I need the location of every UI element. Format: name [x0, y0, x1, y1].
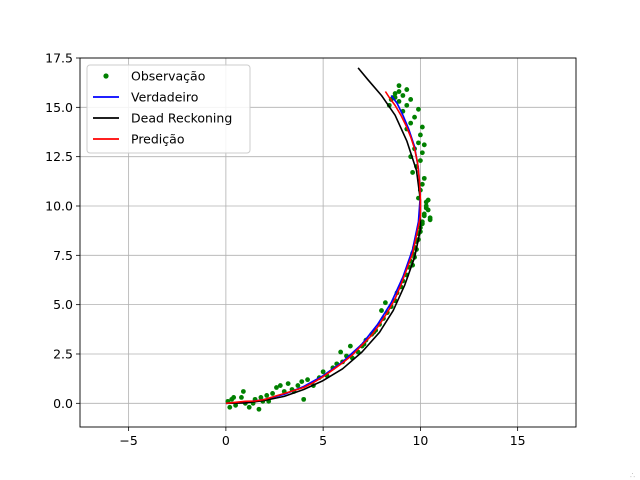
- point-observacao: [320, 369, 326, 375]
- point-observacao: [423, 199, 429, 205]
- y-tick-label: 10.0: [45, 198, 73, 213]
- point-observacao: [233, 402, 239, 408]
- legend-label-dead-reckoning: Dead Reckoning: [131, 111, 232, 126]
- legend-box: [86, 64, 251, 154]
- point-observacao: [246, 404, 252, 410]
- point-observacao: [419, 181, 425, 187]
- point-observacao: [421, 142, 427, 148]
- x-tick-label: 0: [222, 433, 230, 448]
- point-observacao: [258, 395, 264, 400]
- point-observacao: [295, 383, 301, 388]
- point-observacao: [347, 343, 353, 349]
- point-observacao: [277, 383, 283, 388]
- point-observacao: [412, 114, 417, 120]
- point-observacao: [417, 158, 423, 164]
- axes-frame: [79, 57, 577, 428]
- point-observacao: [421, 175, 427, 181]
- point-observacao: [419, 124, 425, 130]
- x-tick-label: 10: [412, 433, 428, 448]
- point-observacao: [392, 91, 398, 96]
- point-observacao: [427, 215, 433, 221]
- point-observacao: [396, 99, 402, 104]
- point-observacao: [274, 385, 279, 390]
- legend: Observação Verdadeiro Dead Reckoning Prediç…: [86, 64, 251, 154]
- point-observacao: [400, 93, 406, 98]
- point-observacao: [301, 396, 307, 402]
- point-observacao: [382, 300, 388, 306]
- y-tick-label: 12.5: [45, 149, 73, 164]
- y-tick-label: 15.0: [45, 100, 73, 115]
- point-observacao: [408, 120, 414, 126]
- point-observacao: [305, 377, 310, 383]
- y-tick-label: 2.5: [53, 346, 73, 361]
- point-observacao: [299, 379, 305, 385]
- point-observacao: [404, 87, 410, 92]
- x-tick-label: 5: [319, 433, 327, 448]
- point-observacao: [404, 102, 410, 108]
- y-tick-label: 7.5: [53, 248, 73, 263]
- legend-label-predicao: Predição: [131, 132, 184, 147]
- legend-marker-observacao: [103, 73, 109, 79]
- point-observacao: [227, 404, 233, 410]
- series-line-dead-reckoning: [225, 67, 422, 405]
- y-tick-label: 17.5: [45, 51, 73, 66]
- y-tick-label: 0.0: [53, 396, 73, 411]
- point-observacao: [240, 389, 246, 394]
- series-line-predicao: [225, 91, 422, 405]
- point-observacao: [239, 395, 244, 400]
- watermark-glyph: ∴: [630, 471, 635, 480]
- data-layer: [225, 67, 433, 412]
- point-observacao: [421, 213, 427, 219]
- point-observacao: [264, 393, 270, 398]
- point-observacao: [410, 170, 416, 175]
- point-observacao: [270, 391, 275, 396]
- point-observacao: [416, 140, 421, 146]
- point-observacao: [231, 395, 237, 400]
- point-observacao: [396, 89, 402, 94]
- point-observacao: [416, 106, 421, 112]
- x-tick-label: −5: [119, 433, 137, 448]
- legend-label-observacao: Observação: [131, 69, 205, 84]
- y-tick-label: 5.0: [53, 297, 73, 312]
- point-observacao: [256, 406, 262, 412]
- legend-label-verdadeiro: Verdadeiro: [131, 90, 198, 105]
- point-observacao: [417, 132, 423, 138]
- point-observacao: [419, 150, 425, 156]
- point-observacao: [285, 381, 291, 386]
- x-tick-label: 15: [510, 433, 526, 448]
- point-observacao: [396, 83, 402, 89]
- point-observacao: [425, 207, 431, 213]
- point-observacao: [338, 349, 344, 355]
- point-observacao: [408, 97, 414, 102]
- point-observacao: [379, 308, 384, 313]
